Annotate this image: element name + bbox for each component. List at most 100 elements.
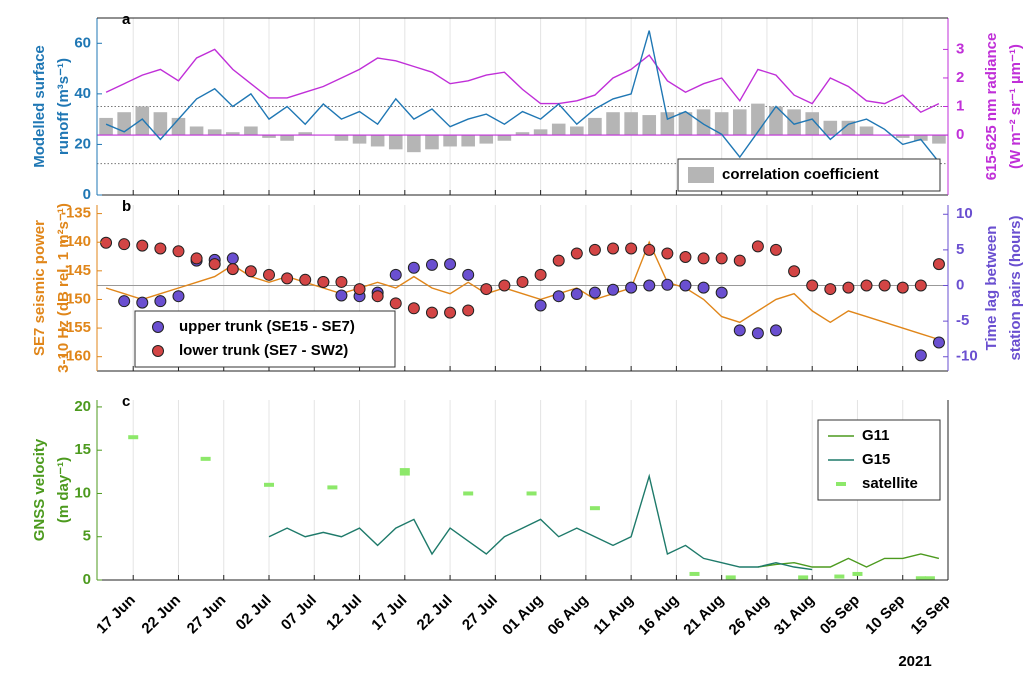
point (679, 279, 692, 292)
bar (570, 126, 584, 136)
point (118, 238, 131, 251)
point (806, 279, 819, 292)
bar (497, 135, 512, 141)
point (896, 281, 909, 294)
line (757, 553, 940, 568)
x-tick-label: 27 Jul (459, 592, 501, 634)
point (463, 491, 474, 496)
bar (352, 135, 367, 144)
point (932, 336, 945, 349)
point (643, 279, 656, 292)
point (697, 252, 710, 265)
bar (678, 112, 693, 136)
y2-axis-label: 615-625 nm radiance (983, 33, 1000, 181)
bar (515, 132, 530, 136)
point (769, 243, 782, 256)
point (172, 290, 185, 303)
legend: correlation coefficient (677, 158, 941, 192)
bar (135, 106, 150, 136)
legend: upper trunk (SE15 - SE7) lower trunk (SE7… (134, 310, 396, 368)
point (154, 242, 167, 255)
x-tick-label: 05 Sep (817, 592, 863, 638)
bar (859, 126, 874, 136)
y-tick-label: -150 (61, 290, 91, 307)
bar (461, 135, 475, 147)
x-tick-label: 02 Jul (233, 592, 275, 634)
bar (932, 135, 946, 144)
legend-label: G15 (862, 451, 890, 468)
x-tick-label: 31 Aug (771, 592, 818, 639)
point (534, 268, 547, 281)
bar (696, 109, 711, 136)
point (118, 295, 131, 308)
y-tick-label: 0 (83, 186, 91, 203)
y2-axis-label: (W m⁻² sr⁻¹ µm⁻¹) (1007, 44, 1024, 169)
bar (787, 109, 801, 136)
legend-box (134, 310, 396, 368)
y2-tick-label: 0 (956, 276, 964, 293)
point (281, 272, 294, 285)
panel-label: a (122, 11, 131, 28)
point (498, 279, 511, 292)
point (824, 283, 837, 296)
point (733, 324, 746, 337)
legend-label: satellite (862, 475, 918, 492)
legend-label: G11 (862, 427, 890, 444)
y-tick-label: 20 (74, 398, 91, 415)
point (226, 263, 239, 276)
point (725, 575, 736, 580)
x-tick-label: 17 Jun (93, 592, 139, 638)
point (407, 261, 420, 274)
point (462, 304, 475, 317)
x-tick-label: 07 Jul (278, 592, 320, 634)
legend-label: correlation coefficient (722, 166, 879, 183)
point (407, 302, 420, 315)
legend-swatch (836, 482, 846, 486)
point (715, 252, 728, 265)
x-tick-label: 22 Jul (414, 592, 456, 634)
bar (298, 132, 313, 136)
y-axis-label: GNSS velocity (31, 438, 48, 541)
x-tick-label: 22 Jun (138, 592, 184, 638)
point (327, 485, 338, 490)
bar (280, 135, 294, 141)
point (444, 258, 457, 271)
point (128, 435, 139, 440)
bar (533, 129, 548, 136)
point (534, 299, 547, 312)
line (105, 48, 940, 114)
bar (805, 112, 819, 136)
point (190, 252, 203, 265)
x-tick-label: 01 Aug (499, 592, 546, 639)
point (679, 251, 692, 264)
x-tick-label: 26 Aug (726, 592, 773, 639)
point (425, 306, 438, 319)
legend-box (677, 158, 941, 192)
x-axis-label: 2021 (898, 653, 931, 670)
point (588, 286, 601, 299)
y-tick-label: -155 (61, 319, 91, 336)
point (733, 254, 746, 267)
point (643, 243, 656, 256)
legend-swatch (688, 167, 714, 183)
x-tick-label: 17 Jul (368, 592, 410, 634)
bar (479, 135, 494, 144)
point (353, 283, 366, 296)
bar (841, 120, 856, 136)
x-tick-label: 21 Aug (680, 592, 727, 639)
bar (588, 117, 602, 136)
y-axis-label: Modelled surface (31, 45, 48, 168)
point (208, 258, 221, 271)
point (924, 576, 935, 581)
y2-tick-label: 0 (956, 126, 964, 143)
point (516, 275, 529, 288)
bar (624, 112, 638, 136)
point (389, 297, 402, 310)
point (914, 279, 927, 292)
y-tick-label: 40 (74, 85, 91, 102)
y-tick-label: -140 (61, 233, 91, 250)
y2-axis-label: Time lag between (983, 226, 1000, 351)
x-tick-label: 27 Jun (184, 592, 230, 638)
y2-tick-label: 1 (956, 97, 964, 114)
x-tick-label: 06 Aug (545, 592, 592, 639)
